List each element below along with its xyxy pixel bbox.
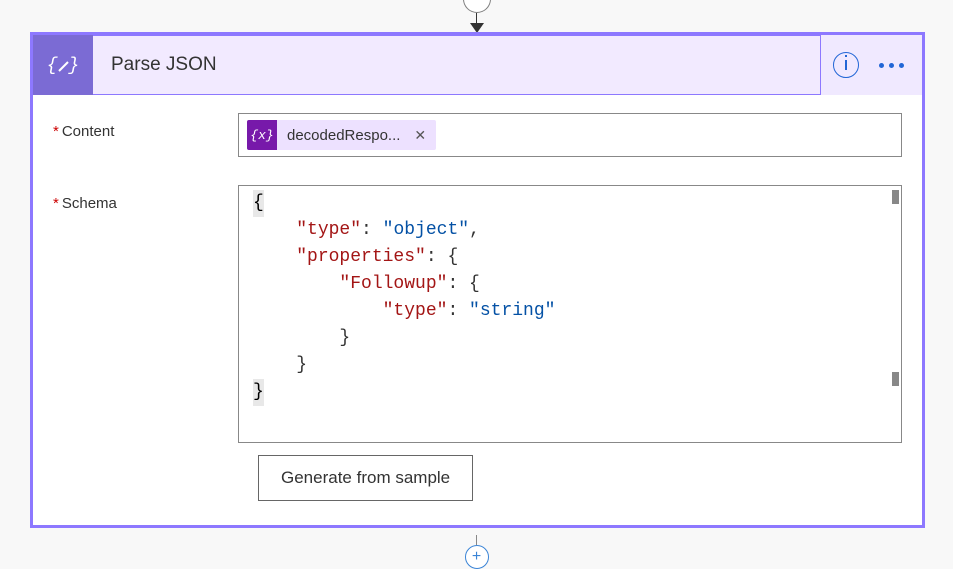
code-line: } bbox=[253, 352, 891, 379]
header-actions bbox=[821, 52, 922, 78]
required-asterisk: * bbox=[53, 195, 59, 212]
action-icon-box: { } bbox=[33, 35, 93, 95]
connector-top bbox=[463, 0, 491, 33]
schema-label-text: Schema bbox=[62, 195, 117, 212]
scrollbar-thumb-top[interactable] bbox=[892, 190, 899, 204]
code-line: "type": "object", bbox=[253, 217, 891, 244]
code-line: } bbox=[253, 379, 891, 406]
token-label: decodedRespo... bbox=[277, 127, 410, 144]
content-input[interactable]: {x} decodedRespo... ✕ bbox=[238, 113, 902, 157]
schema-label: *Schema bbox=[53, 185, 238, 212]
code-line: "type": "string" bbox=[253, 298, 891, 325]
generate-from-sample-button[interactable]: Generate from sample bbox=[258, 455, 473, 501]
card-header: { } Parse JSON bbox=[33, 35, 922, 95]
fx-icon-text: {x} bbox=[250, 128, 273, 143]
token-remove-icon[interactable]: ✕ bbox=[410, 127, 436, 144]
connector-bottom: + bbox=[465, 535, 489, 557]
code-line: } bbox=[253, 325, 891, 352]
content-field-row: *Content {x} decodedRespo... ✕ bbox=[53, 113, 902, 157]
add-step-icon[interactable]: + bbox=[465, 545, 489, 569]
card-body: *Content {x} decodedRespo... ✕ *Schema { bbox=[33, 95, 922, 525]
code-line: "properties": { bbox=[253, 244, 891, 271]
card-title[interactable]: Parse JSON bbox=[93, 35, 821, 95]
parse-json-card: { } Parse JSON *Content {x} bbox=[30, 32, 925, 528]
code-line: "Followup": { bbox=[253, 271, 891, 298]
required-asterisk: * bbox=[53, 123, 59, 140]
dynamic-content-token[interactable]: {x} decodedRespo... ✕ bbox=[247, 120, 436, 150]
connector-node-top bbox=[463, 0, 491, 13]
content-label: *Content bbox=[53, 113, 238, 140]
connector-line-bottom bbox=[476, 535, 478, 545]
connector-line bbox=[476, 13, 478, 23]
schema-field-row: *Schema { "type": "object", "properties"… bbox=[53, 185, 902, 443]
schema-editor[interactable]: { "type": "object", "properties": { "Fol… bbox=[238, 185, 902, 443]
scrollbar-thumb-bottom[interactable] bbox=[892, 372, 899, 386]
braces-edit-icon: { } bbox=[48, 50, 78, 80]
info-icon[interactable] bbox=[833, 52, 859, 78]
content-label-text: Content bbox=[62, 123, 115, 140]
more-menu-icon[interactable] bbox=[879, 63, 904, 68]
code-line: { bbox=[253, 190, 891, 217]
fx-icon: {x} bbox=[247, 120, 277, 150]
